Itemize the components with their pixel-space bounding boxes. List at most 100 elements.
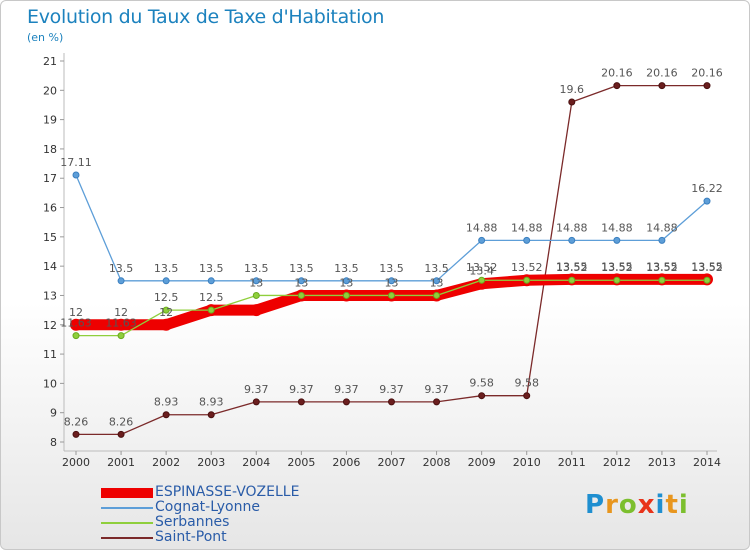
data-point: [72, 171, 80, 179]
data-label: 13.5: [199, 262, 224, 275]
data-label: 13.4: [469, 265, 494, 278]
data-label: 13: [294, 276, 308, 289]
data-label: 13: [249, 276, 263, 289]
data-point: [297, 291, 305, 299]
data-point: [658, 236, 666, 244]
data-label: 13.5: [154, 262, 179, 275]
y-tick-label: 10: [43, 377, 57, 390]
data-label: 13.55: [646, 260, 678, 273]
data-point: [72, 430, 80, 438]
data-label: 13.5: [109, 262, 134, 275]
data-label: 16.22: [691, 182, 723, 195]
y-tick-label: 16: [43, 202, 57, 215]
data-label: 12.5: [199, 291, 224, 304]
data-label: 13.52: [691, 261, 723, 274]
x-tick-label: 2009: [468, 456, 496, 469]
x-tick-label: 2011: [558, 456, 586, 469]
data-point: [388, 398, 395, 406]
data-point: [250, 304, 263, 317]
data-label: 13.5: [334, 262, 359, 275]
data-point: [433, 398, 441, 406]
data-label: 14.88: [601, 221, 633, 234]
x-tick-label: 2012: [603, 456, 631, 469]
x-tick-label: 2004: [242, 456, 270, 469]
data-point: [478, 236, 486, 244]
x-tick-label: 2014: [693, 456, 721, 469]
data-label: 12.5: [154, 291, 179, 304]
proxiti-logo: Proxiti: [585, 490, 689, 520]
data-label: 13.52: [556, 261, 588, 274]
logo-letter: t: [665, 490, 679, 520]
legend-label: Serbannes: [155, 514, 230, 530]
data-point: [703, 197, 711, 205]
logo-letter: i: [678, 490, 689, 520]
data-label: 8.93: [199, 396, 224, 409]
data-point: [478, 276, 486, 284]
data-point: [568, 276, 576, 284]
data-point: [162, 306, 170, 314]
y-tick-label: 21: [43, 55, 57, 68]
data-point: [160, 318, 173, 331]
data-label: 8.26: [109, 415, 134, 428]
logo-letter: r: [605, 490, 619, 520]
data-point: [433, 277, 441, 285]
data-label: 8.26: [64, 415, 89, 428]
x-tick-label: 2003: [197, 456, 225, 469]
data-label: 20.16: [691, 67, 723, 80]
data-point: [162, 277, 170, 285]
data-point: [70, 318, 82, 331]
data-label: 11.63: [60, 317, 92, 330]
legend-swatch: [101, 522, 153, 524]
x-tick-label: 2001: [107, 456, 135, 469]
data-label: 13.5: [379, 262, 404, 275]
data-point: [72, 332, 80, 340]
data-label: 13.55: [691, 260, 723, 273]
x-tick-label: 2010: [513, 456, 541, 469]
data-label: 14.88: [556, 221, 588, 234]
x-tick-label: 2000: [62, 456, 90, 469]
y-tick-label: 13: [43, 289, 57, 302]
data-label: 13.5: [424, 262, 449, 275]
data-point: [342, 277, 350, 285]
data-point: [342, 291, 350, 299]
data-label: 9.37: [334, 383, 359, 396]
y-tick-label: 14: [43, 260, 57, 273]
data-point: [613, 82, 621, 90]
data-point: [117, 277, 125, 285]
data-point: [433, 291, 441, 299]
legend-swatch: [101, 488, 153, 498]
data-point: [117, 332, 125, 340]
data-point: [658, 82, 666, 90]
data-point: [297, 277, 305, 285]
logo-letter: x: [637, 490, 656, 520]
data-label: 13.52: [646, 261, 678, 274]
data-label: 12: [159, 306, 173, 319]
legend-swatch: [101, 537, 153, 539]
data-point: [523, 392, 531, 400]
data-point: [388, 291, 395, 299]
y-tick-label: 11: [43, 348, 57, 361]
legend-label: ESPINASSE-VOZELLE: [155, 484, 300, 500]
data-label: 17.11: [60, 156, 92, 169]
chart-unit: (en %): [27, 31, 64, 44]
data-label: 9.37: [424, 383, 449, 396]
data-label: 13.55: [556, 260, 588, 273]
data-point: [162, 411, 170, 419]
data-point: [252, 291, 260, 299]
data-label: 9.37: [289, 383, 314, 396]
data-point: [207, 411, 215, 419]
x-tick-label: 2005: [287, 456, 315, 469]
data-point: [703, 82, 711, 90]
y-tick-label: 20: [43, 84, 57, 97]
data-point: [115, 318, 128, 331]
data-label: 9.58: [514, 377, 539, 390]
data-point: [523, 276, 531, 284]
data-label: 9.37: [379, 383, 404, 396]
x-tick-label: 2013: [648, 456, 676, 469]
data-point: [207, 306, 215, 314]
data-label: 14.88: [511, 221, 543, 234]
chart-title: Evolution du Taux de Taxe d'Habitation: [27, 6, 385, 28]
data-label: 13: [385, 276, 399, 289]
